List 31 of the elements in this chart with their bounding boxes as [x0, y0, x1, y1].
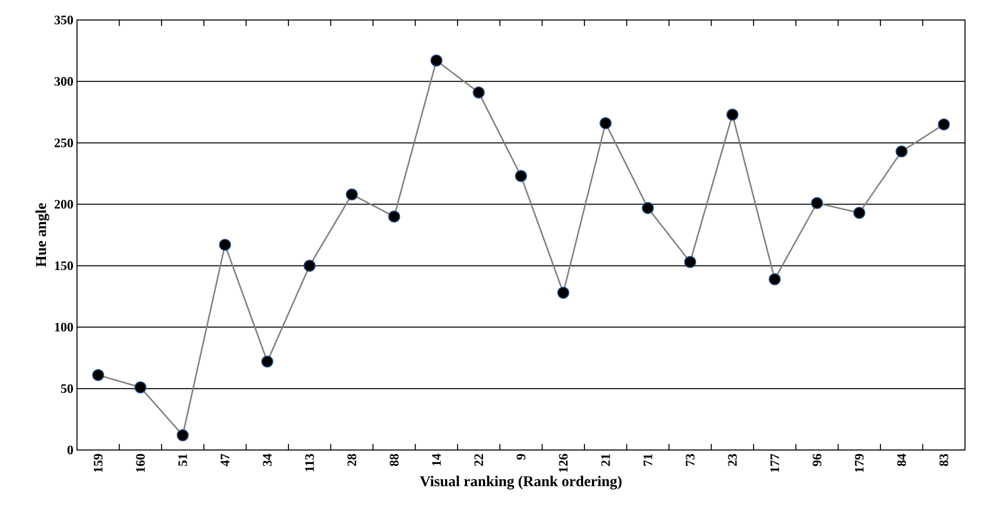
y-tick-label: 250	[54, 138, 73, 148]
x-tick-label: 9	[516, 454, 526, 460]
y-tick-label: 100	[55, 322, 73, 332]
x-tick-label: 179	[854, 454, 864, 472]
y-tick-label: 300	[54, 77, 73, 86]
y-tick-label: 200	[54, 200, 73, 209]
x-tick-label: 88	[390, 454, 399, 466]
x-tick-label: 83	[940, 454, 948, 466]
y-tick-label: 350	[54, 16, 73, 24]
x-tick-label: 22	[474, 454, 484, 466]
x-tick-label: 21	[601, 454, 610, 466]
x-tick-label: 51	[178, 454, 188, 466]
x-tick-label: 71	[644, 454, 652, 466]
x-tick-label: 84	[897, 454, 906, 466]
x-tick-label: 28	[347, 454, 356, 466]
x-tick-label: 126	[558, 454, 568, 472]
y-tick-label: 50	[61, 384, 73, 393]
x-tick-label: 34	[262, 454, 272, 466]
y-axis-title: Hue angle	[36, 203, 50, 267]
y-tick-label: 150	[55, 261, 73, 270]
x-tick-label: 47	[220, 454, 230, 466]
x-tick-label: 113	[305, 454, 314, 472]
y-tick-label: 0	[68, 446, 73, 454]
x-axis-title: Visual ranking (Rank ordering)	[420, 476, 622, 490]
x-tick-label: 23	[728, 454, 737, 466]
x-tick-label: 160	[136, 454, 145, 472]
x-tick-label: 14	[432, 454, 441, 466]
x-tick-label: 177	[770, 454, 779, 472]
x-tick-label: 73	[686, 454, 694, 466]
x-tick-label: 159	[94, 454, 102, 472]
x-tick-label: 96	[812, 454, 822, 466]
